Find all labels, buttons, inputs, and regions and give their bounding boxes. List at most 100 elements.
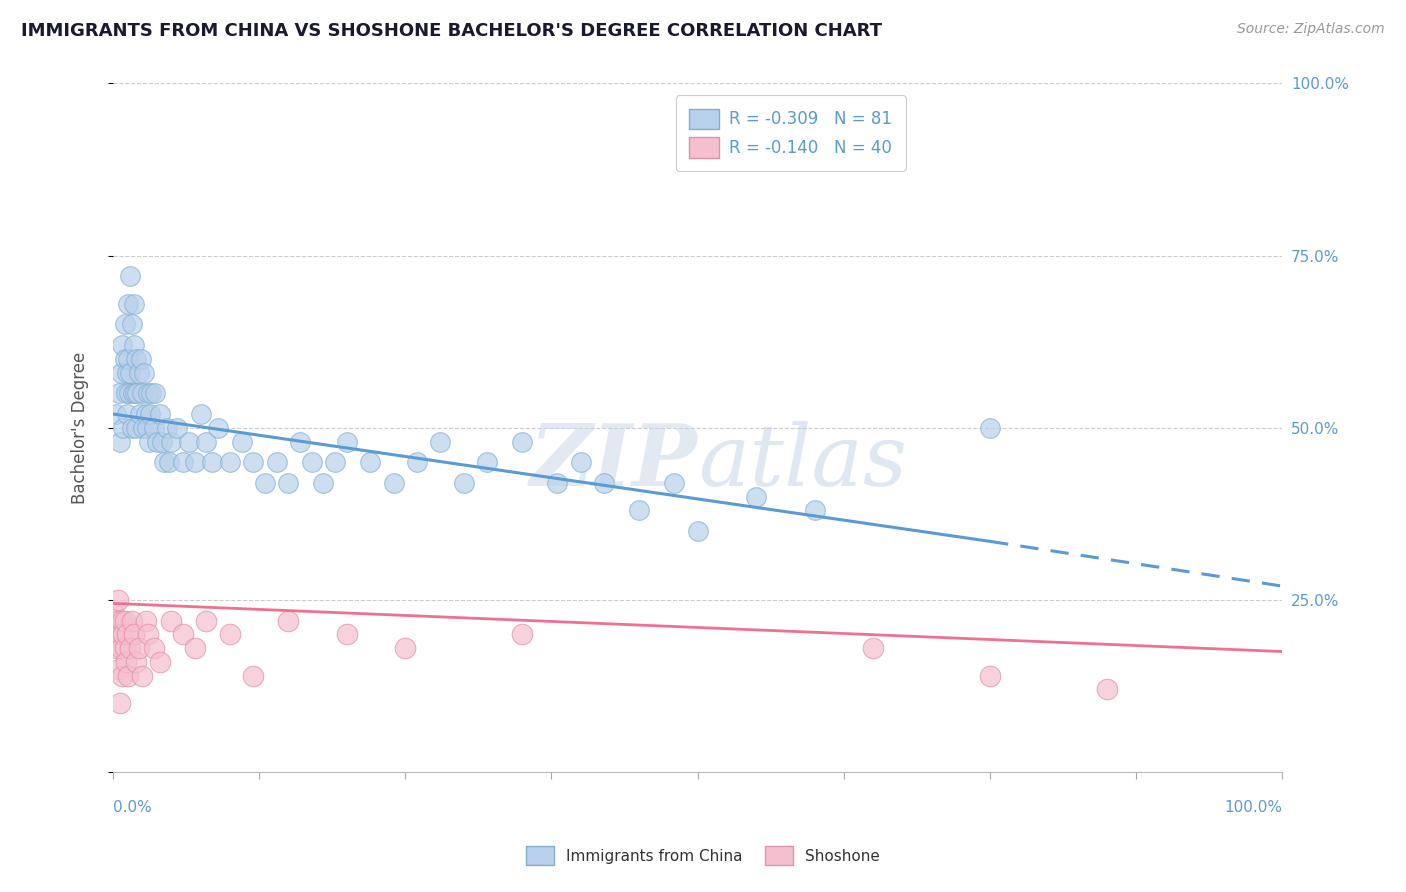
- Point: [105, 407, 128, 421]
- Point: [138, 434, 160, 449]
- Point: [266, 455, 288, 469]
- Point: [125, 351, 148, 366]
- Point: [382, 475, 405, 490]
- Point: [160, 434, 183, 449]
- Text: atlas: atlas: [697, 421, 907, 503]
- Point: [149, 655, 172, 669]
- Point: [103, 607, 125, 621]
- Point: [190, 407, 212, 421]
- Point: [177, 434, 200, 449]
- Point: [121, 614, 143, 628]
- Point: [288, 434, 311, 449]
- Text: 0.0%: 0.0%: [112, 799, 152, 814]
- Point: [1095, 682, 1118, 697]
- Y-axis label: Bachelor's Degree: Bachelor's Degree: [72, 351, 89, 504]
- Point: [166, 421, 188, 435]
- Point: [112, 627, 135, 641]
- Point: [593, 475, 616, 490]
- Point: [453, 475, 475, 490]
- Point: [114, 614, 136, 628]
- Point: [136, 386, 159, 401]
- Point: [183, 641, 205, 656]
- Legend: Immigrants from China, Shoshone: Immigrants from China, Shoshone: [520, 840, 886, 871]
- Point: [134, 366, 156, 380]
- Point: [117, 297, 139, 311]
- Point: [131, 668, 153, 682]
- Point: [142, 641, 165, 656]
- Point: [231, 434, 253, 449]
- Point: [242, 668, 264, 682]
- Point: [110, 641, 132, 656]
- Point: [104, 627, 127, 641]
- Point: [979, 421, 1001, 435]
- Point: [157, 455, 180, 469]
- Point: [115, 407, 138, 421]
- Point: [172, 455, 194, 469]
- Point: [153, 455, 176, 469]
- Point: [108, 696, 131, 710]
- Point: [277, 475, 299, 490]
- Point: [107, 662, 129, 676]
- Point: [195, 434, 218, 449]
- Point: [114, 386, 136, 401]
- Point: [108, 627, 131, 641]
- Point: [131, 386, 153, 401]
- Point: [172, 627, 194, 641]
- Point: [139, 407, 162, 421]
- Point: [121, 318, 143, 332]
- Point: [664, 475, 686, 490]
- Point: [117, 351, 139, 366]
- Point: [125, 421, 148, 435]
- Point: [128, 641, 150, 656]
- Point: [394, 641, 416, 656]
- Point: [569, 455, 592, 469]
- Point: [312, 475, 335, 490]
- Point: [160, 614, 183, 628]
- Point: [803, 503, 825, 517]
- Point: [117, 668, 139, 682]
- Point: [132, 421, 155, 435]
- Point: [135, 407, 157, 421]
- Point: [112, 421, 135, 435]
- Point: [146, 434, 169, 449]
- Point: [120, 641, 142, 656]
- Point: [124, 386, 146, 401]
- Point: [207, 421, 229, 435]
- Point: [110, 366, 132, 380]
- Point: [136, 627, 159, 641]
- Point: [111, 614, 134, 628]
- Point: [359, 455, 381, 469]
- Point: [114, 318, 136, 332]
- Point: [141, 386, 163, 401]
- Point: [150, 434, 173, 449]
- Point: [121, 386, 143, 401]
- Point: [129, 351, 152, 366]
- Point: [149, 407, 172, 421]
- Point: [107, 614, 129, 628]
- Text: Source: ZipAtlas.com: Source: ZipAtlas.com: [1237, 22, 1385, 37]
- Point: [979, 668, 1001, 682]
- Point: [686, 524, 709, 538]
- Point: [195, 614, 218, 628]
- Point: [336, 434, 359, 449]
- Text: ZIP: ZIP: [530, 420, 697, 504]
- Point: [122, 297, 145, 311]
- Point: [135, 614, 157, 628]
- Point: [242, 455, 264, 469]
- Point: [128, 407, 150, 421]
- Text: IMMIGRANTS FROM CHINA VS SHOSHONE BACHELOR'S DEGREE CORRELATION CHART: IMMIGRANTS FROM CHINA VS SHOSHONE BACHEL…: [21, 22, 882, 40]
- Point: [429, 434, 451, 449]
- Point: [510, 627, 533, 641]
- Point: [114, 351, 136, 366]
- Point: [120, 269, 142, 284]
- Point: [122, 338, 145, 352]
- Point: [277, 614, 299, 628]
- Point: [301, 455, 323, 469]
- Point: [628, 503, 651, 517]
- Point: [121, 421, 143, 435]
- Point: [323, 455, 346, 469]
- Point: [475, 455, 498, 469]
- Point: [128, 366, 150, 380]
- Text: 100.0%: 100.0%: [1225, 799, 1282, 814]
- Point: [218, 627, 240, 641]
